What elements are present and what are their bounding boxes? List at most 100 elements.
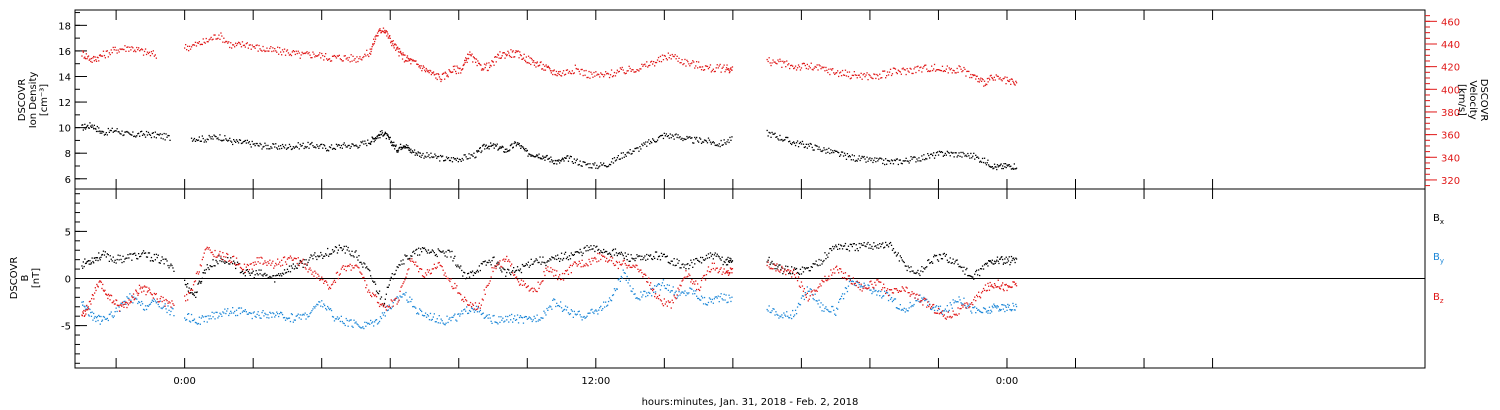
density-velocity-point [390,42,392,44]
density-velocity-point [594,75,596,77]
density-velocity-point [992,79,994,81]
b-component-point [505,315,507,318]
density-velocity-point [392,40,394,42]
b-component-point [907,292,909,294]
b-component-point [537,281,539,283]
b-component-point [966,302,968,304]
b-component-point [168,309,170,311]
b-component-point [876,247,878,249]
density-velocity-point [511,143,513,145]
b-component-point [255,263,257,265]
b-component-point [953,263,955,265]
density-velocity-point [654,140,656,143]
b-component-point [936,312,939,314]
b-component-point [212,259,214,261]
b-component-point [374,319,377,321]
b-component-point [101,254,103,256]
b-component-point [557,254,559,256]
density-velocity-point [844,69,847,71]
density-velocity-point [202,137,204,140]
density-velocity-point [256,142,258,145]
b-component-point [270,264,272,266]
b-component-point [1011,259,1013,262]
b-component-point [294,265,296,267]
density-velocity-point [428,72,430,74]
b-component-point [151,299,153,301]
density-velocity-point [265,144,267,147]
b-component-point [475,305,478,307]
density-velocity-point [665,57,667,60]
density-velocity-point [396,151,398,153]
density-velocity-point [638,70,640,72]
density-velocity-point [598,166,600,168]
density-velocity-point [871,77,873,79]
density-velocity-point [416,63,419,65]
b-component-point [271,277,273,279]
b-component-point [164,305,166,307]
density-velocity-point [497,149,499,151]
b-component-point [459,315,461,317]
b-component-point [715,255,717,257]
density-velocity-point [103,54,106,57]
density-velocity-point [780,139,782,141]
b-component-point [802,295,805,297]
b-component-point [1004,284,1007,286]
b-component-point [971,276,973,278]
density-velocity-point [630,70,632,72]
b-component-point [187,290,189,292]
b-component-point [163,263,165,265]
b-component-point [979,310,981,312]
b-component-point [135,254,137,256]
b-component-point [115,299,117,301]
density-velocity-point [803,146,805,149]
density-velocity-point [336,55,339,57]
b-component-point [1007,285,1009,287]
b-component-point [377,322,380,324]
density-velocity-point [966,155,968,158]
b-component-point [503,258,505,260]
b-component-point [320,278,322,281]
density-velocity-point [540,61,542,63]
b-component-point [783,312,785,314]
b-component-point [855,244,857,246]
b-component-point [86,304,88,307]
density-velocity-point [650,140,652,143]
density-velocity-point [549,68,551,70]
b-component-point [977,274,979,276]
b-component-point [90,263,92,265]
b-component-point [704,279,707,281]
density-velocity-point [906,68,908,70]
density-velocity-point [264,50,266,53]
b-component-point [816,290,818,292]
b-component-point [838,272,840,274]
b-component-point [410,260,412,262]
density-velocity-point [360,58,362,60]
b-component-point [90,303,92,305]
b-component-point [428,269,431,271]
b-component-point [834,272,836,274]
b-component-point [352,267,354,269]
b-component-point [674,296,676,299]
b-component-point [161,307,163,310]
b-component-point [369,270,371,272]
density-velocity-point [116,52,118,54]
density-velocity-point [1004,76,1006,78]
b-component-point [318,301,320,303]
density-velocity-point [950,151,952,153]
density-velocity-point [311,141,313,144]
b-component-point [886,290,888,292]
density-velocity-point [678,57,680,59]
b-component-point [542,256,544,258]
b-component-point [149,303,152,305]
b-component-point [633,265,635,267]
b-component-point [770,262,772,264]
b-component-point [958,266,960,268]
b-component-point [1015,285,1018,287]
b-component-point [696,295,698,297]
b-component-point [229,312,231,315]
b-component-point [979,297,982,299]
b-component-point [593,312,595,315]
b-component-point [681,263,683,266]
b-component-point [563,308,566,311]
b-component-point [336,271,339,273]
